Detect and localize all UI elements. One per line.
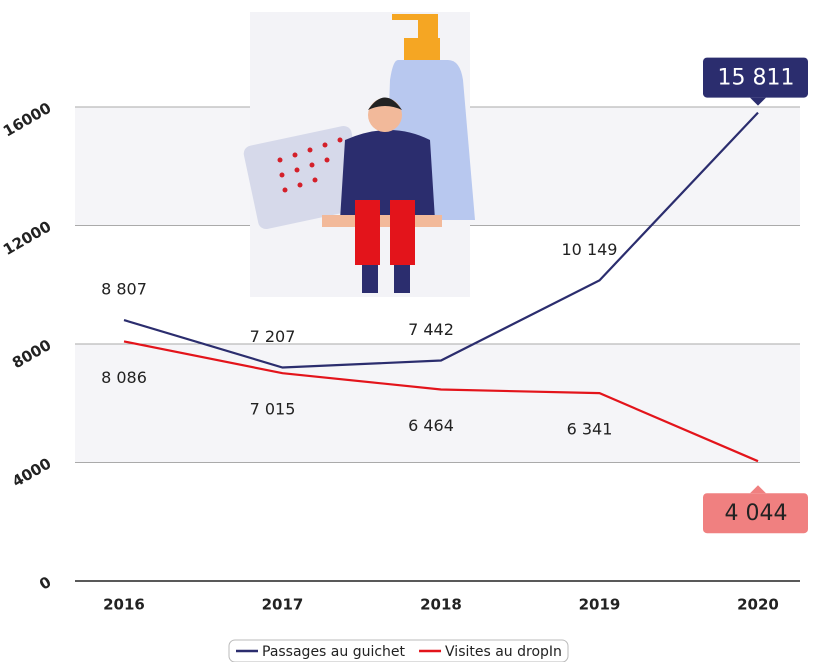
value-label: 10 149 — [562, 240, 618, 259]
value-label: 8 807 — [101, 280, 147, 299]
value-label: 8 086 — [101, 368, 147, 387]
grid-band — [75, 344, 800, 463]
value-label-pointer — [750, 485, 766, 494]
y-tick-label: 0 — [36, 573, 54, 594]
y-tick-label: 16000 — [0, 99, 54, 141]
value-label: 15 811 — [718, 66, 795, 91]
value-label-pointer — [750, 97, 766, 106]
y-tick-label: 8000 — [9, 336, 54, 372]
legend-label: Visites au dropIn — [445, 644, 562, 660]
x-tick-label: 2019 — [579, 596, 621, 614]
value-label: 4 044 — [725, 501, 788, 526]
x-tick-label: 2017 — [262, 596, 304, 614]
value-label: 7 442 — [408, 320, 454, 339]
x-tick-label: 2020 — [737, 596, 779, 614]
value-label: 6 464 — [408, 416, 454, 435]
value-label-box — [703, 57, 808, 98]
value-label: 7 015 — [250, 400, 296, 419]
y-tick-label: 12000 — [0, 217, 54, 259]
legend: Passages au guichet Visites au dropIn — [228, 639, 569, 662]
value-label: 7 207 — [250, 327, 296, 346]
y-tick-label: 4000 — [9, 454, 54, 490]
value-label: 6 341 — [567, 420, 613, 439]
x-tick-label: 2016 — [103, 596, 145, 614]
illustration — [243, 12, 475, 297]
series-line — [123, 111, 759, 369]
series-line — [123, 340, 759, 463]
legend-label: Passages au guichet — [262, 644, 406, 660]
value-label-box — [703, 493, 808, 534]
x-tick-label: 2018 — [420, 596, 462, 614]
